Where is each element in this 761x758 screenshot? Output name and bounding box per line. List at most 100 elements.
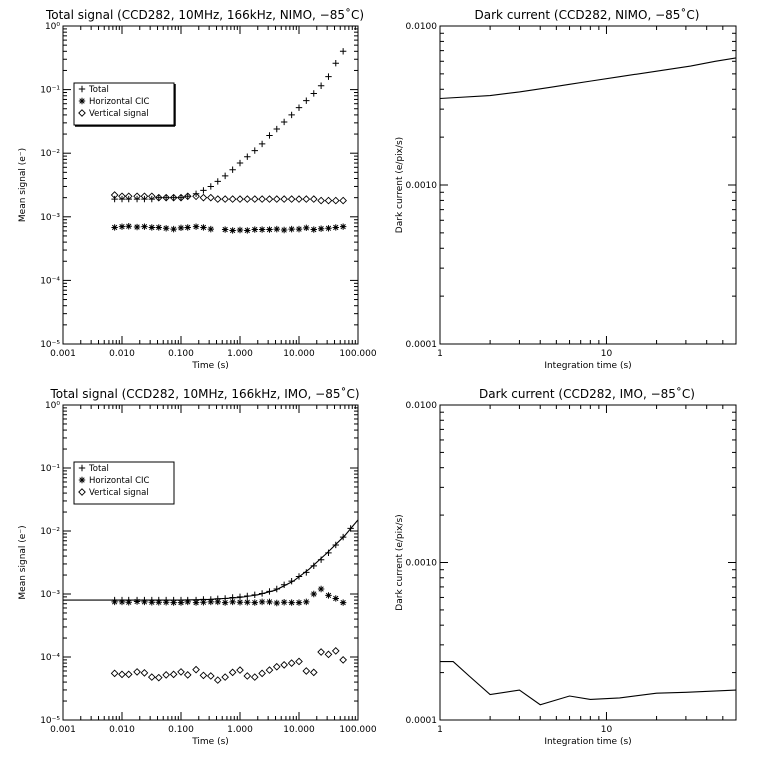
plus-point [200, 187, 207, 194]
asterisk-point [192, 599, 200, 606]
plus-point [78, 464, 86, 472]
diamond-point [133, 668, 141, 676]
asterisk-point [325, 225, 332, 232]
diamond-point [339, 656, 347, 664]
diamond-point [228, 668, 237, 677]
diamond-point [265, 666, 274, 674]
asterisk-point [170, 599, 177, 606]
asterisk-point [310, 226, 317, 233]
asterisk-point [251, 599, 258, 606]
fit-line [63, 519, 358, 601]
plus-point [258, 140, 266, 148]
asterisk-point [317, 585, 325, 593]
y-tick-label: 10⁻⁵ [40, 716, 60, 726]
diamond-point [147, 192, 156, 201]
diamond-point [258, 669, 266, 678]
plus-point [332, 541, 339, 549]
diamond-point [236, 666, 244, 674]
y-tick-label: 0.0100 [406, 401, 438, 411]
asterisk-point [236, 599, 244, 606]
legend-label: Horizontal CIC [89, 97, 150, 107]
asterisk-point [244, 227, 251, 234]
diamond-point [206, 672, 215, 680]
diamond-point [213, 676, 222, 684]
legend-label: Vertical signal [89, 488, 149, 498]
plus-point [207, 183, 215, 190]
asterisk-point [207, 598, 215, 606]
asterisk-point [141, 598, 148, 606]
asterisk-point [111, 598, 118, 606]
diamond-point [236, 195, 244, 203]
asterisk-point [214, 598, 221, 606]
asterisk-point [266, 226, 273, 233]
plus-point [339, 48, 347, 55]
asterisk-point [303, 224, 310, 232]
diamond-point [147, 673, 156, 681]
plus-point [280, 581, 288, 588]
asterisk-point [288, 599, 295, 606]
diamond-point [309, 195, 318, 203]
plus-point [288, 577, 295, 585]
asterisk-point [207, 225, 215, 233]
plus-point [310, 90, 317, 97]
chart-panel-1: Total signal (CCD282, 10MHz, 166kHz, NIM… [18, 7, 377, 371]
plot-frame [439, 25, 737, 345]
asterisk-point [280, 599, 288, 606]
legend: Total Horizontal CIC Vertical signal [73, 461, 175, 505]
plus-point [184, 193, 191, 200]
asterisk-point [170, 225, 177, 233]
plus-point [192, 190, 200, 197]
chart-panel-3: Total signal (CCD282, 10MHz, 166kHz, IMO… [18, 386, 377, 747]
legend-box [73, 82, 175, 126]
plus-point [229, 166, 236, 173]
chart-panel-4: Dark current (CCD282, IMO, −85˚C) 1 10 0.00… [395, 386, 737, 747]
legend-box [73, 461, 175, 505]
asterisk-point [258, 598, 266, 606]
diamond-point [118, 670, 126, 679]
plus-point [325, 73, 332, 80]
diamond-point [302, 195, 311, 203]
x-tick-label: 10.000 [283, 349, 315, 359]
diamond-point [221, 195, 229, 203]
asterisk-point [303, 598, 310, 606]
diamond-point [169, 670, 178, 679]
diamond-point [272, 662, 281, 671]
plus-point [288, 111, 295, 119]
diamond-point [339, 196, 347, 205]
diamond-point [183, 192, 192, 201]
plot-area [63, 519, 358, 684]
asterisk-point [133, 598, 141, 605]
asterisk-point [288, 225, 295, 233]
diamond-point [213, 195, 222, 203]
asterisk-point [78, 97, 86, 105]
y-axis-label: Dark current (e/pix/s) [395, 137, 405, 233]
plus-point [155, 194, 162, 201]
plus-point [221, 172, 229, 180]
asterisk-point [273, 599, 280, 607]
asterisk-point [192, 223, 200, 230]
y-tick-label: 0.0100 [406, 22, 438, 32]
plus-point [258, 590, 266, 597]
chart-title: Total signal (CCD282, 10MHz, 166kHz, IMO… [49, 386, 359, 401]
plus-point [347, 525, 354, 532]
x-tick-label: 0.100 [168, 725, 194, 735]
diamond-point [110, 191, 119, 199]
diamond-point [199, 193, 208, 202]
diamond-point [78, 488, 86, 496]
asterisk-point [200, 224, 207, 231]
x-tick-label: 1 [437, 349, 443, 359]
asterisk-point [280, 226, 288, 234]
plus-point [303, 97, 310, 104]
plus-point [325, 549, 332, 557]
diamond-point [78, 109, 86, 117]
asterisk-point [184, 598, 191, 606]
asterisk-point [162, 599, 170, 606]
plus-point [251, 591, 258, 599]
diamond-point [124, 670, 133, 679]
asterisk-point [148, 599, 156, 606]
diamond-point [154, 673, 163, 682]
diamond-point [183, 671, 192, 679]
diamond-point [324, 650, 333, 659]
x-tick-label: 10.000 [283, 725, 315, 735]
